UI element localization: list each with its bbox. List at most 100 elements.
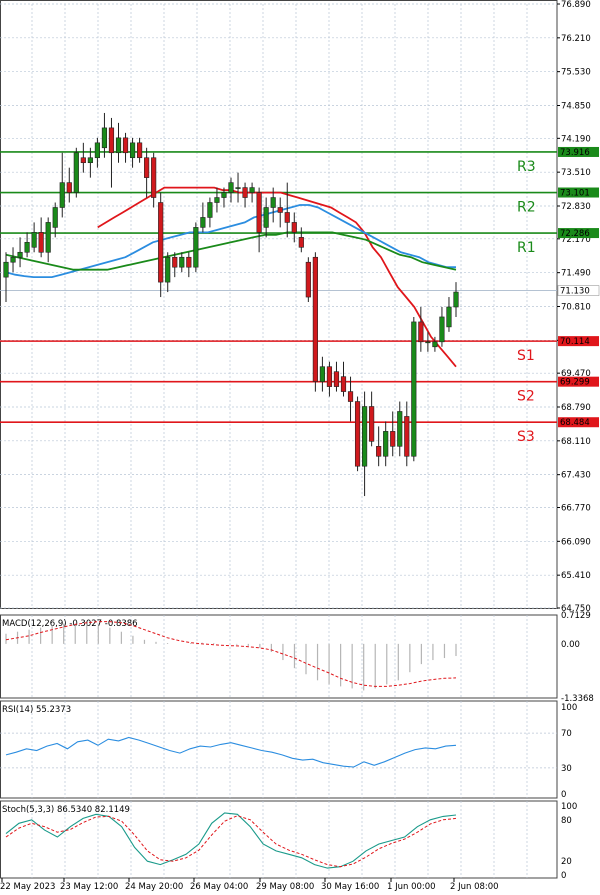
candle-body: [52, 207, 58, 228]
candle-body: [17, 251, 23, 258]
candle-body: [376, 446, 382, 457]
candle-body: [411, 321, 417, 457]
price-tick-label: 76.890: [561, 0, 591, 10]
candle-body: [284, 212, 290, 223]
candle-body: [347, 391, 354, 402]
candle-body: [73, 152, 79, 193]
candle-body: [94, 142, 100, 159]
stoch-title: Stoch(5,3,3) 86.5340 82.1149: [2, 805, 130, 815]
level-price-label: 70.114: [560, 337, 590, 347]
candle-body: [383, 431, 389, 457]
macd-tick-label: -1.3368: [561, 694, 594, 704]
candle-body: [242, 187, 248, 198]
price-tick-label: 64.750: [561, 604, 591, 614]
candle-body: [200, 217, 206, 228]
candle-body: [326, 366, 333, 387]
candle-body: [340, 376, 347, 392]
stoch-k-line: [5, 812, 457, 869]
level-price-label: 68.484: [560, 418, 590, 428]
price-tick-label: 71.490: [561, 269, 591, 279]
level-price-tag: [558, 228, 599, 239]
candle-body: [228, 182, 234, 193]
current-price-label: 71.130: [560, 287, 590, 297]
rsi-pane-frame: [0, 700, 558, 799]
time-tick-label: 2 Jun 08:00: [450, 882, 499, 892]
candle-body: [446, 306, 452, 328]
candle-body: [129, 142, 136, 159]
candle-body: [24, 242, 30, 253]
candle-body: [404, 416, 410, 457]
stoch-tick-label: 100: [561, 802, 577, 812]
candle-body: [179, 256, 185, 268]
candle-body: [38, 232, 44, 253]
level-name-r3: R3: [517, 159, 536, 175]
candle-body: [207, 202, 213, 218]
level-price-label: 73.916: [560, 148, 590, 158]
candle-body: [362, 406, 368, 467]
rsi-title: RSI(14) 55.2373: [2, 705, 71, 715]
time-tick-label: 29 May 08:00: [256, 882, 314, 892]
candle-body: [31, 232, 37, 248]
price-tick-label: 68.110: [561, 437, 591, 447]
candle-body: [122, 137, 129, 154]
candle-body: [10, 256, 16, 263]
macd-tick-label: 0.00: [561, 640, 580, 650]
candle-body: [291, 222, 297, 233]
candle-body: [59, 182, 65, 208]
candle-body: [158, 202, 164, 283]
time-tick-label: 30 May 16:00: [321, 882, 379, 892]
level-name-r1: R1: [517, 240, 536, 256]
candle-body: [270, 197, 276, 208]
level-price-tag: [558, 187, 599, 198]
price-tick-label: 70.810: [561, 302, 591, 312]
rsi-line: [5, 736, 457, 768]
price-tick-label: 72.170: [561, 235, 591, 245]
stochastic-pane: Stoch(5,3,3) 86.5340 82.1149 100 80 20 0: [2, 802, 577, 881]
level-name-s3: S3: [517, 429, 535, 445]
candle-body: [312, 256, 318, 382]
price-tick-label: 74.190: [561, 134, 591, 144]
macd-signal-line: [5, 621, 457, 687]
candle-body: [425, 341, 431, 344]
level-price-tag: [558, 417, 599, 428]
level-name-r2: R2: [517, 200, 536, 216]
candle-body: [439, 316, 445, 343]
level-price-tag: [558, 336, 599, 347]
price-tick-label: 76.210: [561, 34, 591, 44]
candle-body: [305, 261, 311, 298]
candle-body: [45, 222, 51, 253]
stoch-d-line: [5, 815, 457, 868]
candle-body: [66, 182, 72, 193]
moving-average-line: [5, 204, 456, 279]
price-tick-label: 69.470: [561, 369, 591, 379]
level-price-tag: [558, 146, 599, 157]
price-tick-label: 74.850: [561, 101, 591, 111]
macd-pane: MACD(12,26,9) -0.3027 -0.8386 0.7129 0.00…: [2, 611, 594, 704]
price-tick-label: 65.410: [561, 571, 591, 581]
candlesticks: [3, 112, 459, 497]
rsi-tick-label: 0: [561, 790, 566, 800]
candle-body: [432, 341, 438, 348]
level-price-tag: [558, 376, 599, 387]
time-tick-label: 26 May 04:00: [190, 882, 248, 892]
grid: [0, 0, 558, 879]
rsi-tick-label: 30: [561, 764, 572, 774]
time-tick-label: 22 May 2023: [0, 882, 55, 892]
price-tick-label: 66.770: [561, 503, 591, 513]
candle-body: [453, 291, 459, 308]
price-tick-label: 66.090: [561, 537, 591, 547]
level-price-label: 73.101: [560, 189, 590, 199]
time-tick-label: 24 May 20:00: [125, 882, 183, 892]
rsi-tick-label: 70: [561, 729, 572, 739]
time-tick-label: 23 May 12:00: [60, 882, 118, 892]
stoch-pane-frame: [0, 800, 558, 879]
rsi-tick-label: 100: [561, 703, 577, 713]
candle-body: [369, 406, 375, 442]
macd-title: MACD(12,26,9) -0.3027 -0.8386: [2, 619, 138, 629]
candle-body: [172, 256, 178, 268]
candle-body: [277, 207, 283, 213]
candle-body: [193, 227, 199, 268]
candle-body: [354, 401, 361, 467]
support-resistance-levels: R3 R2 R1 S1 S2 S3: [0, 151, 557, 445]
